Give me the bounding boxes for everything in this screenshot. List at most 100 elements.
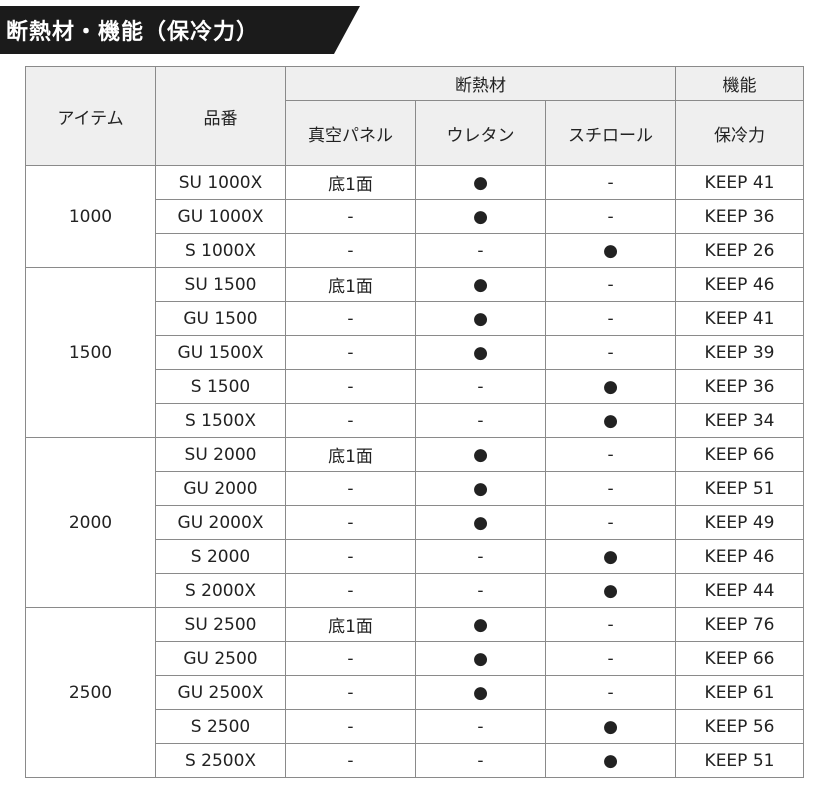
urethane-cell: ● xyxy=(415,675,546,710)
spec-table: アイテム 品番 断熱材 機能 真空パネル ウレタン スチロール 保冷力 1000… xyxy=(25,66,805,778)
cold-retention-cell: KEEP 44 xyxy=(675,573,805,608)
cold-retention-cell: KEEP 61 xyxy=(675,675,805,710)
cold-retention-cell: KEEP 46 xyxy=(675,267,805,302)
urethane-cell: ● xyxy=(415,199,546,234)
model-cell: S 2500 xyxy=(155,709,286,744)
vacuum-panel-cell: 底1面 xyxy=(285,267,416,302)
model-cell: S 1500X xyxy=(155,403,286,438)
table-row: 2000 SU 2000 底1面 ● - KEEP 66 xyxy=(25,437,805,608)
styrofoam-cell: ● xyxy=(544,403,677,438)
styrofoam-cell: - xyxy=(544,301,677,336)
cold-retention-cell: KEEP 36 xyxy=(675,369,805,404)
header-item: アイテム xyxy=(25,66,156,166)
urethane-cell: ● xyxy=(415,165,546,200)
cold-retention-cell: KEEP 49 xyxy=(675,505,805,540)
cold-retention-cell: KEEP 36 xyxy=(675,199,805,234)
table-row: S 2500X - - ● KEEP 51 xyxy=(26,743,805,778)
urethane-cell: ● xyxy=(415,471,546,506)
styrofoam-cell: ● xyxy=(544,233,677,268)
urethane-cell: ● xyxy=(415,437,546,472)
table-row: S 2500- - ● KEEP 56 xyxy=(26,709,805,744)
model-cell: GU 1000X xyxy=(155,199,286,234)
item-cell: 2500 xyxy=(25,607,156,778)
cold-retention-cell: KEEP 41 xyxy=(675,165,805,200)
styrofoam-cell: - xyxy=(544,641,677,676)
model-cell: SU 1500 xyxy=(155,267,286,302)
table-row: 2500 SU 2500 底1面 ● - KEEP 76 xyxy=(25,607,805,778)
model-cell: SU 1000X xyxy=(155,165,286,200)
urethane-cell: - xyxy=(415,573,546,608)
vacuum-panel-cell: - xyxy=(285,233,416,268)
styrofoam-cell: - xyxy=(544,437,677,472)
styrofoam-cell: - xyxy=(544,267,677,302)
table-row: GU 1500X - ● - KEEP 39 xyxy=(26,335,805,370)
vacuum-panel-cell: - xyxy=(285,743,416,778)
styrofoam-cell: - xyxy=(544,675,677,710)
cold-retention-cell: KEEP 66 xyxy=(675,641,805,676)
table-row: GU 1000X - ● - KEEP 36 xyxy=(26,199,805,234)
header-vacuum-panel: 真空パネル xyxy=(285,100,416,166)
model-cell: S 2000X xyxy=(155,573,286,608)
vacuum-panel-cell: - xyxy=(285,539,416,574)
styrofoam-cell: - xyxy=(544,505,677,540)
cold-retention-cell: KEEP 51 xyxy=(675,471,805,506)
vacuum-panel-cell: - xyxy=(285,709,416,744)
model-cell: GU 1500 xyxy=(155,301,286,336)
urethane-cell: - xyxy=(415,539,546,574)
header-function: 機能 xyxy=(675,66,805,101)
urethane-cell: ● xyxy=(415,267,546,302)
urethane-cell: - xyxy=(415,403,546,438)
styrofoam-cell: ● xyxy=(544,369,677,404)
urethane-cell: - xyxy=(415,369,546,404)
styrofoam-cell: - xyxy=(544,165,677,200)
vacuum-panel-cell: - xyxy=(285,369,416,404)
header-cold-retention: 保冷力 xyxy=(675,100,805,166)
styrofoam-cell: ● xyxy=(544,573,677,608)
urethane-cell: - xyxy=(415,233,546,268)
styrofoam-cell: - xyxy=(544,607,677,642)
header-styrofoam: スチロール xyxy=(544,100,677,166)
table-row: 1000 SU 1000X 底1面 ● - KEEP 41 xyxy=(25,165,805,268)
model-cell: GU 2000X xyxy=(155,505,286,540)
model-cell: GU 2500 xyxy=(155,641,286,676)
table-row: GU 1500- ● - KEEP 41 xyxy=(26,301,805,336)
urethane-cell: ● xyxy=(415,641,546,676)
model-cell: SU 2000 xyxy=(155,437,286,472)
cold-retention-cell: KEEP 34 xyxy=(675,403,805,438)
styrofoam-cell: - xyxy=(544,199,677,234)
vacuum-panel-cell: - xyxy=(285,199,416,234)
model-cell: S 2500X xyxy=(155,743,286,778)
model-cell: GU 1500X xyxy=(155,335,286,370)
cold-retention-cell: KEEP 56 xyxy=(675,709,805,744)
model-cell: S 2000 xyxy=(155,539,286,574)
styrofoam-cell: - xyxy=(544,471,677,506)
model-cell: GU 2000 xyxy=(155,471,286,506)
styrofoam-cell: ● xyxy=(544,539,677,574)
vacuum-panel-cell: 底1面 xyxy=(285,607,416,642)
header-urethane: ウレタン xyxy=(415,100,546,166)
vacuum-panel-cell: - xyxy=(285,403,416,438)
vacuum-panel-cell: - xyxy=(285,641,416,676)
urethane-cell: - xyxy=(415,709,546,744)
styrofoam-cell: ● xyxy=(544,709,677,744)
cold-retention-cell: KEEP 66 xyxy=(675,437,805,472)
styrofoam-cell: ● xyxy=(544,743,677,778)
cold-retention-cell: KEEP 39 xyxy=(675,335,805,370)
banner-title: 断熱材・機能（保冷力） xyxy=(6,20,260,45)
cold-retention-cell: KEEP 76 xyxy=(675,607,805,642)
styrofoam-cell: - xyxy=(544,335,677,370)
urethane-cell: - xyxy=(415,743,546,778)
vacuum-panel-cell: 底1面 xyxy=(285,165,416,200)
table-row: 1500 SU 1500 底1面 ● - KEEP 46 xyxy=(25,267,805,438)
vacuum-panel-cell: 底1面 xyxy=(285,437,416,472)
table-row: S 1500- - ● KEEP 36 xyxy=(26,369,805,404)
model-cell: GU 2500X xyxy=(155,675,286,710)
table-row: S 2000X - - ● KEEP 44 xyxy=(26,573,805,608)
urethane-cell: ● xyxy=(415,335,546,370)
model-cell: S 1000X xyxy=(155,233,286,268)
vacuum-panel-cell: - xyxy=(285,335,416,370)
table-row: GU 2500- ● - KEEP 66 xyxy=(26,641,805,676)
table-body: 1000 SU 1000X 底1面 ● - KEEP 41 GU 1000X - ● - KEEP … xyxy=(25,165,805,778)
table-row: S 2000- - ● KEEP 46 xyxy=(26,539,805,574)
urethane-cell: ● xyxy=(415,301,546,336)
